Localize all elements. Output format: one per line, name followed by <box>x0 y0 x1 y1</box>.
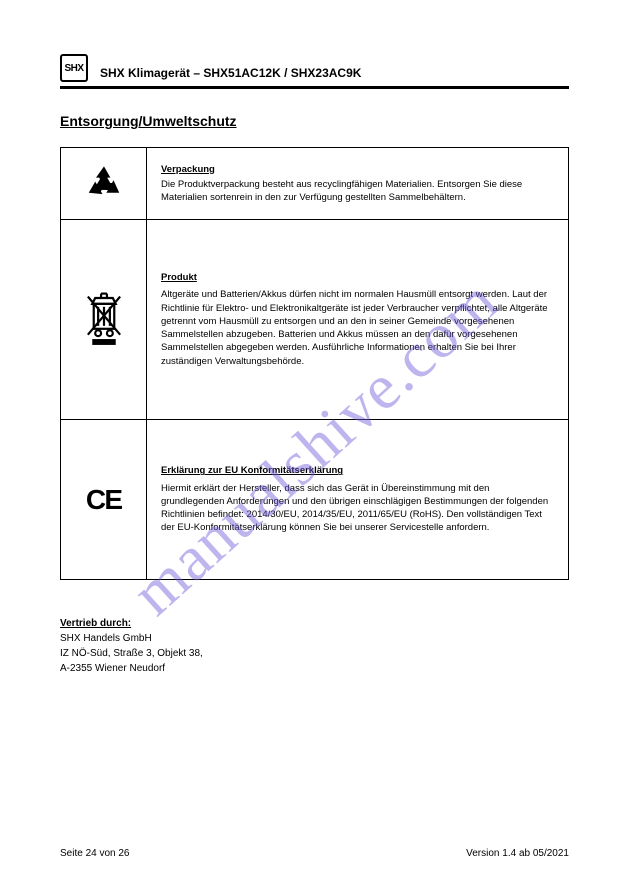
table-row: Produkt Altgeräte und Batterien/Akkus dü… <box>61 220 569 420</box>
disposal-table: Verpackung Die Produktverpackung besteht… <box>60 147 569 580</box>
distributor-block: Vertrieb durch: SHX Handels GmbH IZ NÖ-S… <box>60 616 569 676</box>
icon-cell-recycle <box>61 148 147 220</box>
footer-page-number: Seite 24 von 26 <box>60 848 130 859</box>
distributor-label: Vertrieb durch: <box>60 618 131 629</box>
distributor-line-1: SHX Handels GmbH <box>60 633 152 644</box>
page-header: SHX SHX Klimagerät – SHX51AC12K / SHX23A… <box>60 54 569 89</box>
table-row: C E Erklärung zur EU Konformitätserkläru… <box>61 420 569 580</box>
brand-logo-text: SHX <box>64 63 83 74</box>
cell-title-packaging: Verpackung <box>161 163 554 176</box>
page: manualshive.com SHX SHX Klimagerät – SHX… <box>0 0 629 893</box>
page-footer: Seite 24 von 26 Version 1.4 ab 05/2021 <box>60 848 569 859</box>
weee-bin-icon <box>82 290 126 350</box>
table-row: Verpackung Die Produktverpackung besteht… <box>61 148 569 220</box>
section-title: Entsorgung/Umweltschutz <box>60 113 569 129</box>
cell-title-product: Produkt <box>161 271 554 284</box>
cell-packaging: Verpackung Die Produktverpackung besteht… <box>147 148 569 220</box>
icon-cell-ce: C E <box>61 420 147 580</box>
ce-mark-icon: C E <box>86 484 121 515</box>
cell-product: Produkt Altgeräte und Batterien/Akkus dü… <box>147 220 569 420</box>
brand-logo: SHX <box>60 54 88 82</box>
distributor-line-3: A-2355 Wiener Neudorf <box>60 663 165 674</box>
footer-version: Version 1.4 ab 05/2021 <box>466 848 569 859</box>
cell-title-ce: Erklärung zur EU Konformitätserklärung <box>161 464 554 477</box>
cell-body-packaging: Die Produktverpackung besteht aus recycl… <box>161 179 522 203</box>
icon-cell-weee <box>61 220 147 420</box>
recycle-icon <box>84 164 124 204</box>
header-product-line: SHX Klimagerät – SHX51AC12K / SHX23AC9K <box>100 66 569 82</box>
distributor-line-2: IZ NÖ-Süd, Straße 3, Objekt 38, <box>60 648 203 659</box>
cell-body-product: Altgeräte und Batterien/Akkus dürfen nic… <box>161 289 548 366</box>
cell-ce: Erklärung zur EU Konformitätserklärung H… <box>147 420 569 580</box>
cell-body-ce: Hiermit erklärt der Hersteller, dass sic… <box>161 483 548 534</box>
